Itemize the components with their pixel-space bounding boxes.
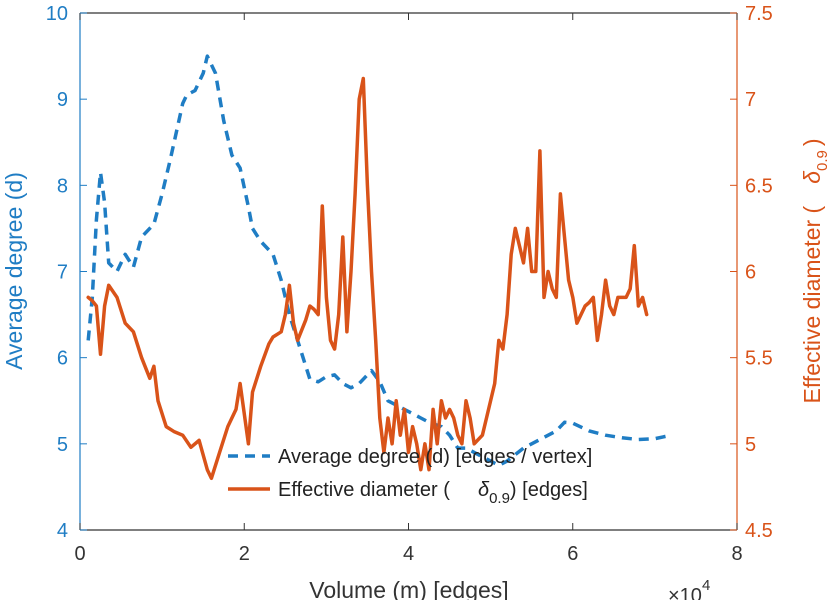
legend: Average degree (d) [edges / vertex] Effe…	[228, 446, 592, 507]
legend-label-average-degree: Average degree (d) [edges / vertex]	[278, 446, 592, 468]
y-axis-right-label: Effective diameter ( δ0.9)	[799, 138, 831, 403]
y-left-tick-label: 7	[57, 262, 68, 284]
legend-label-effective-diameter: Effective diameter ( δ0.9) [edges]	[278, 479, 588, 507]
y-axis-right-label-symbol: δ	[799, 171, 825, 184]
y-right-tick-label: 5.5	[745, 348, 773, 370]
legend-label-effective-diameter-sub: 0.9	[489, 490, 510, 507]
legend-label-effective-diameter-symbol: δ	[478, 479, 490, 501]
y-left-tick-label: 6	[57, 348, 68, 370]
legend-label-effective-diameter-main: Effective diameter (	[278, 479, 450, 501]
y-left-tick-label: 9	[57, 89, 68, 111]
series-layer	[86, 54, 672, 481]
y-axis-right-label-main: Effective diameter (	[799, 205, 825, 403]
y-left-tick-label: 5	[57, 434, 68, 456]
y-right-tick-label: 7	[745, 89, 756, 111]
y-right-tick-label: 4.5	[745, 520, 773, 542]
ticks-layer: 0 2 4 6 8 4 5 6 7 8 9 10 4.5 5 5.5 6 6.5 7 7.5	[46, 3, 773, 565]
y-left-tick-label: 10	[46, 3, 68, 25]
x-tick-label: 0	[74, 543, 85, 565]
y-left-tick-label: 4	[57, 520, 68, 542]
x-axis-multiplier: ×104	[668, 577, 710, 600]
y-axis-right-label-close: )	[799, 138, 825, 146]
y-axis-right-label-sub: 0.9	[814, 150, 831, 171]
series-line-effective-diameter	[86, 76, 649, 481]
x-tick-label: 6	[567, 543, 578, 565]
x-tick-label: 4	[403, 543, 414, 565]
x-tick-label: 2	[239, 543, 250, 565]
y-axis-left-label: Average degree (d)	[1, 172, 27, 370]
y-right-tick-label: 5	[745, 434, 756, 456]
y-right-tick-label: 6	[745, 262, 756, 284]
x-axis-multiplier-exp: 4	[702, 577, 710, 594]
x-axis-multiplier-base: ×10	[668, 585, 702, 600]
x-axis-label: Volume (m) [edges]	[309, 577, 508, 600]
y-left-tick-label: 8	[57, 175, 68, 197]
series-line-average-degree	[86, 54, 672, 468]
y-right-tick-label: 6.5	[745, 175, 773, 197]
y-right-tick-label: 7.5	[745, 3, 773, 25]
x-tick-label: 8	[731, 543, 742, 565]
legend-label-effective-diameter-close: ) [edges]	[510, 479, 588, 501]
